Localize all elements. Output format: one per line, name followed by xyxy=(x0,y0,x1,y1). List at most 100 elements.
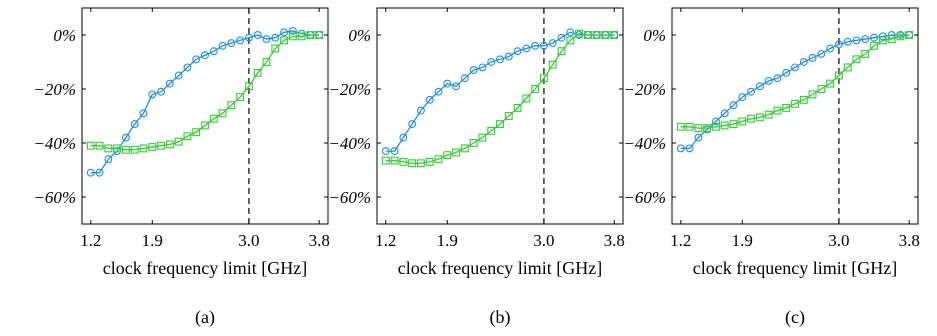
data-point-square xyxy=(209,114,218,123)
data-point-square xyxy=(905,31,914,39)
y-tick-label: −20% xyxy=(623,80,666,99)
y-tick-label: −40% xyxy=(33,134,76,153)
data-point-circle xyxy=(104,155,113,164)
plot-frame xyxy=(376,7,624,225)
data-point-circle xyxy=(539,41,548,50)
data-point-square xyxy=(592,31,601,39)
data-point-circle xyxy=(870,33,879,42)
data-point-square xyxy=(703,124,712,133)
data-point-square xyxy=(843,63,852,72)
data-point-square xyxy=(86,141,95,150)
x-tick-label: 1.2 xyxy=(670,231,691,250)
data-point-square xyxy=(513,103,522,112)
data-point-circle xyxy=(799,58,808,66)
data-point-square xyxy=(711,122,720,131)
data-point-square xyxy=(434,155,443,164)
data-point-circle xyxy=(390,147,399,156)
data-point-square xyxy=(253,68,262,77)
data-point-circle xyxy=(487,58,496,66)
data-point-circle xyxy=(148,90,157,99)
x-axis-label: clock frequency limit [GHz] xyxy=(398,258,602,278)
data-point-square xyxy=(531,85,540,93)
data-point-square xyxy=(297,32,306,41)
data-point-circle xyxy=(165,79,174,88)
series-square-line xyxy=(385,32,615,164)
x-tick-label: 3.0 xyxy=(533,231,554,250)
data-point-square xyxy=(747,114,756,123)
data-point-square xyxy=(720,121,729,130)
x-tick-label: 1.9 xyxy=(142,231,163,250)
data-point-circle xyxy=(262,35,271,43)
data-point-square xyxy=(201,121,209,130)
data-point-circle xyxy=(513,47,522,56)
data-point-square xyxy=(174,137,183,146)
data-point-circle xyxy=(157,87,166,96)
data-point-square xyxy=(148,143,157,151)
data-point-square xyxy=(306,31,315,39)
data-point-circle xyxy=(843,37,852,46)
data-point-circle xyxy=(478,63,487,72)
data-point-circle xyxy=(764,76,773,85)
data-point-square xyxy=(870,41,879,50)
y-tick-label: 0% xyxy=(643,26,666,45)
data-point-square xyxy=(834,71,843,80)
data-point-square xyxy=(729,120,738,129)
data-point-square xyxy=(390,156,399,165)
data-point-circle xyxy=(747,87,756,96)
data-point-square xyxy=(121,145,130,154)
data-point-square xyxy=(522,94,531,103)
data-point-circle xyxy=(253,31,262,39)
data-point-square xyxy=(575,29,584,38)
data-point-circle xyxy=(130,120,139,129)
y-tick-label: −20% xyxy=(328,80,371,99)
data-point-circle xyxy=(729,101,738,110)
y-tick-label: −40% xyxy=(328,134,371,153)
data-point-square xyxy=(799,95,808,104)
data-point-circle xyxy=(861,35,870,43)
data-point-circle xyxy=(121,133,130,142)
data-point-square xyxy=(496,120,504,129)
data-point-square xyxy=(826,79,835,88)
data-point-circle xyxy=(399,133,408,142)
data-point-circle xyxy=(826,44,835,53)
data-point-circle xyxy=(218,41,227,50)
data-point-circle xyxy=(469,66,478,75)
data-point-square xyxy=(791,99,799,108)
data-point-square xyxy=(165,140,174,149)
series-circle-line xyxy=(385,31,615,152)
data-point-square xyxy=(548,60,557,69)
data-point-circle xyxy=(496,55,504,64)
data-point-circle xyxy=(174,71,183,80)
y-tick-label: −60% xyxy=(623,188,666,207)
data-point-square xyxy=(192,128,201,137)
y-tick-label: 0% xyxy=(348,26,371,45)
x-tick-label: 3.0 xyxy=(238,231,259,250)
y-tick-label: −60% xyxy=(33,188,76,207)
data-point-square xyxy=(852,55,861,64)
data-point-square xyxy=(487,126,496,135)
data-point-circle xyxy=(791,63,799,72)
x-tick-label: 1.9 xyxy=(437,231,458,250)
data-point-circle xyxy=(280,28,289,37)
data-point-circle xyxy=(755,82,764,91)
data-point-circle xyxy=(711,117,720,126)
data-point-square xyxy=(130,145,139,154)
data-point-circle xyxy=(738,93,747,102)
data-point-square xyxy=(878,36,887,45)
data-point-square xyxy=(408,159,417,168)
data-point-square xyxy=(113,144,122,153)
data-point-square xyxy=(227,101,236,110)
data-point-square xyxy=(381,156,390,165)
data-point-circle xyxy=(425,95,434,104)
data-point-circle xyxy=(531,41,540,50)
x-tick-label: 3.8 xyxy=(899,231,920,250)
plot-frame xyxy=(81,7,329,225)
data-point-square xyxy=(887,35,896,44)
data-point-square xyxy=(262,58,271,66)
data-point-circle xyxy=(566,28,575,37)
data-point-circle xyxy=(522,44,531,53)
data-point-square xyxy=(817,85,826,93)
data-point-circle xyxy=(720,109,729,118)
data-point-circle xyxy=(408,120,417,129)
